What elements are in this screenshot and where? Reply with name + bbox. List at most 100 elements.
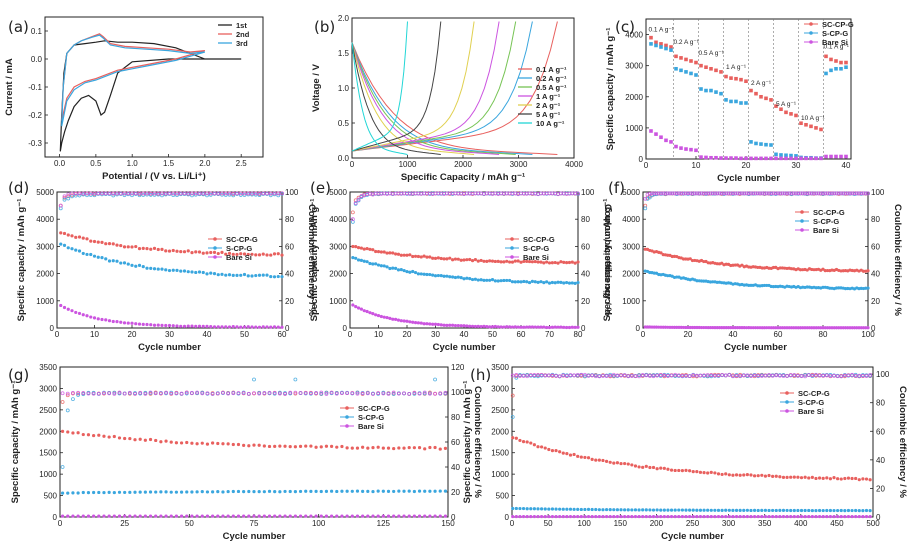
rate-point: [794, 156, 798, 161]
efficiency-point: [590, 373, 595, 378]
capacity-point: [143, 490, 147, 494]
y-tick-label: 500: [44, 492, 58, 501]
capacity-point: [747, 326, 751, 330]
capacity-point: [319, 489, 323, 494]
efficiency-point: [843, 191, 848, 196]
rate-point: [729, 156, 733, 160]
capacity-point: [169, 440, 173, 444]
capacity-point: [453, 275, 458, 280]
x-axis-title: Cycle number: [138, 342, 201, 353]
capacity-point: [126, 262, 130, 266]
capacity-point: [77, 235, 82, 239]
efficiency-point: [821, 191, 825, 196]
capacity-point: [792, 475, 796, 479]
rate-point: [759, 142, 763, 146]
capacity-point: [655, 467, 659, 471]
capacity-point: [861, 326, 866, 330]
capacity-point: [376, 489, 380, 493]
capacity-point: [224, 325, 228, 329]
efficiency-point: [334, 391, 339, 396]
capacity-point: [586, 507, 591, 512]
capacity-point: [174, 490, 178, 494]
capacity-point: [752, 508, 757, 512]
capacity-point: [226, 489, 230, 494]
efficiency-point: [771, 191, 776, 196]
capacity-point: [673, 508, 677, 512]
rate-point: [654, 43, 658, 48]
capacity-point: [841, 326, 845, 330]
x-tick-label: 0.0: [54, 159, 66, 168]
capacity-point: [453, 323, 458, 328]
legend-entry: S-CP-G: [798, 398, 824, 407]
panel-label: (h): [470, 366, 491, 384]
capacity-point: [666, 274, 670, 278]
capacity-point: [590, 514, 594, 519]
capacity-point: [130, 245, 134, 249]
y-tick-label: 1.5: [338, 49, 350, 58]
capacity-point: [220, 325, 224, 329]
rate-point: [754, 156, 758, 161]
y-axis-title: Voltage / V: [311, 63, 322, 112]
y2-tick-label: 20: [876, 484, 885, 493]
capacity-point: [246, 274, 250, 278]
capacity-point: [402, 268, 406, 273]
capacity-point: [436, 273, 440, 278]
y2-axis-title: Coulombic efficiency / %: [892, 204, 903, 316]
capacity-point: [756, 265, 760, 270]
capacity-point: [205, 514, 210, 518]
efficiency-point: [677, 191, 681, 196]
efficiency-point: [647, 192, 652, 196]
efficiency-point: [111, 193, 116, 198]
capacity-point: [200, 490, 204, 494]
rate-point: [669, 45, 673, 49]
x-axis-title: Cycle number: [724, 342, 787, 353]
efficiency-point: [705, 374, 710, 379]
rate-point: [834, 59, 838, 63]
rate-point: [769, 156, 773, 161]
capacity-point: [681, 325, 686, 330]
capacity-point: [371, 311, 375, 316]
x-axis-title: Cycle number: [661, 531, 724, 542]
capacity-point: [798, 268, 803, 272]
efficiency-point: [662, 373, 667, 378]
capacity-point: [117, 436, 122, 440]
capacity-point: [490, 259, 495, 263]
capacity-point: [462, 258, 466, 262]
capacity-point: [368, 247, 372, 251]
x-tick-label: 50: [544, 519, 553, 528]
x-tick-label: 75: [250, 519, 259, 528]
rate-point: [834, 154, 838, 159]
capacity-point: [550, 280, 554, 285]
efficiency-point: [148, 193, 153, 197]
capacity-point: [212, 325, 217, 329]
capacity-point: [508, 325, 512, 329]
rate-point: [834, 66, 838, 71]
y-tick-label: 2000: [329, 270, 347, 279]
efficiency-point: [190, 193, 194, 198]
y-axis-title: Current / mA: [4, 58, 15, 116]
efficiency-point: [208, 191, 213, 196]
capacity-point: [205, 442, 210, 446]
capacity-point: [521, 514, 526, 519]
capacity-point: [644, 508, 648, 512]
capacity-point: [832, 476, 836, 480]
efficiency-point: [197, 191, 202, 196]
legend-entry: 0.2 A g⁻¹: [536, 74, 567, 83]
cv-curve-3rd: [61, 34, 206, 127]
efficiency-point: [92, 193, 97, 198]
efficiency-point: [112, 390, 117, 395]
efficiency-point: [250, 191, 254, 196]
efficiency-point: [853, 374, 858, 378]
capacity-point: [654, 325, 659, 329]
efficiency-point: [76, 390, 81, 395]
capacity-point: [254, 325, 258, 329]
capacity-point: [572, 514, 576, 519]
efficiency-point: [688, 191, 693, 196]
efficiency-point: [246, 192, 251, 197]
rate-point: [789, 112, 793, 116]
capacity-point: [186, 324, 190, 328]
x-tick-label: 1000: [399, 160, 417, 169]
capacity-point: [366, 446, 370, 450]
capacity-point: [141, 246, 145, 251]
capacity-point: [812, 268, 816, 272]
